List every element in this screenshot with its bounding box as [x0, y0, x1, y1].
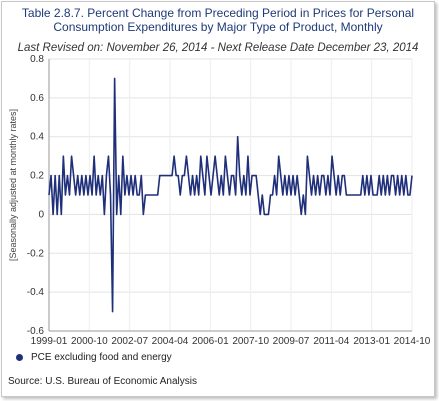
x-tick-label: 2013-01: [353, 336, 390, 347]
legend[interactable]: PCE excluding food and energy: [16, 352, 172, 363]
legend-label: PCE excluding food and energy: [31, 352, 172, 363]
y-tick-label: 0.2: [30, 171, 44, 182]
chart-subtitle: Last Revised on: November 26, 2014 - Nex…: [17, 42, 419, 54]
x-tick-label: 2000-10: [71, 336, 108, 347]
y-tick-label: -0.4: [27, 287, 45, 298]
legend-marker-icon: [16, 354, 23, 361]
y-tick-label: 0.6: [30, 93, 44, 104]
y-tick-label: 0.8: [30, 54, 44, 65]
x-tick-label: 1999-01: [31, 336, 68, 347]
x-tick-label: 2014-10: [394, 336, 431, 347]
y-tick-label: 0.4: [30, 132, 44, 143]
source-note: Source: U.S. Bureau of Economic Analysis: [8, 376, 197, 387]
y-tick-label: -0.6: [27, 326, 45, 337]
x-tick-label: 2009-07: [273, 336, 310, 347]
chart-title: Table 2.8.7. Percent Change from Precedi…: [2, 6, 434, 34]
y-tick-label: 0: [38, 209, 44, 220]
x-tick-label: 2011-04: [313, 336, 349, 347]
x-tick-label: 2006-01: [192, 336, 229, 347]
chart-frame: Table 2.8.7. Percent Change from Precedi…: [1, 1, 435, 397]
y-tick-label: -0.2: [27, 248, 45, 259]
x-tick-label: 2002-07: [111, 336, 148, 347]
series-layer: [48, 77, 413, 313]
x-tick-label: 2004-04: [152, 336, 189, 347]
chart-title-line-2: Consumption Expenditures by Major Type o…: [53, 20, 383, 34]
y-axis-label: [Seasonally adjusted at monthly rates]: [8, 109, 18, 261]
series-line-pce-excluding-food-and-energy[interactable]: [48, 77, 413, 313]
x-tick-label: 2007-10: [232, 336, 269, 347]
chart-title-line-1: Table 2.8.7. Percent Change from Precedi…: [21, 6, 415, 20]
